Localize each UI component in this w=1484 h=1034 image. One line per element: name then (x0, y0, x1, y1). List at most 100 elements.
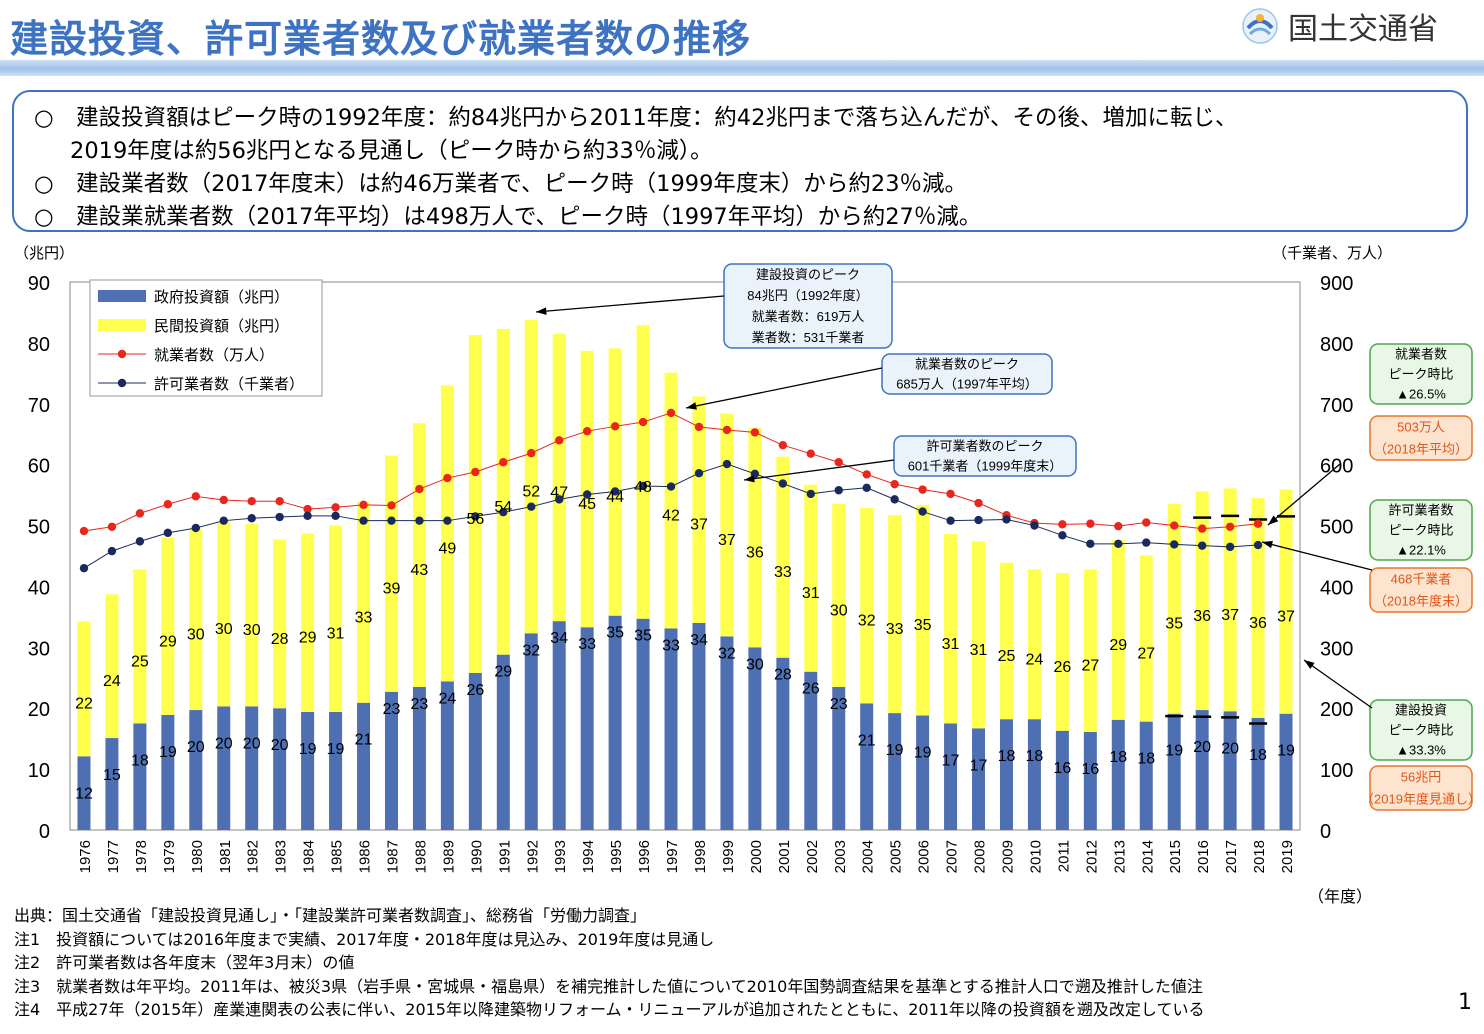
x-tick-label: 2003 (832, 840, 849, 873)
bar-private (1139, 555, 1153, 722)
arrow-peak-licensed (743, 459, 895, 481)
label-government: 24 (438, 690, 456, 707)
legend: 政府投資額（兆円） 民間投資額（兆円） 就業者数（万人） 許可業者数（千業者） (89, 279, 323, 397)
bar-government (552, 621, 566, 830)
point-workers (1114, 521, 1123, 531)
bar-private (860, 507, 874, 704)
bar-government (804, 671, 818, 830)
bar-government (832, 686, 846, 830)
x-tick-label: 2009 (999, 840, 1016, 873)
bar-government (329, 711, 343, 830)
point-licensed (638, 481, 648, 491)
mlit-emblem-icon (1242, 8, 1278, 44)
bar-private (161, 537, 175, 715)
callout-side-licensed-value-text: （2018年度末） (1374, 594, 1468, 609)
bar-government (580, 627, 594, 830)
label-government: 20 (1221, 740, 1239, 757)
summary-box: ○ 建設投資額はピーク時の1992年度：約84兆円から2011年度：約42兆円ま… (12, 90, 1468, 232)
arrow-side-invest (1303, 659, 1373, 709)
point-workers (275, 497, 284, 506)
label-private: 42 (662, 508, 680, 525)
bar-private (133, 569, 147, 724)
bar-government (496, 654, 510, 830)
callout-side-licensed-box (1369, 499, 1473, 561)
x-tick-label: 2018 (1251, 840, 1268, 873)
label-private: 32 (858, 613, 876, 630)
label-government: 23 (411, 696, 429, 713)
right-tick-label: 500 (1320, 517, 1353, 539)
right-tick-label: 100 (1320, 760, 1353, 782)
point-workers (862, 470, 871, 479)
right-tick-label: 200 (1320, 699, 1353, 721)
page-number: 1 (1458, 990, 1472, 1015)
bar-government (860, 703, 874, 830)
point-workers (555, 436, 564, 445)
point-licensed (275, 512, 284, 522)
bar-government (608, 615, 622, 830)
label-private: 47 (550, 484, 568, 501)
bar-government (1139, 721, 1153, 830)
label-government: 20 (243, 735, 261, 752)
x-tick-label: 2016 (1195, 840, 1212, 873)
label-private: 37 (1277, 609, 1295, 626)
bar-private (105, 594, 119, 739)
point-workers (191, 492, 200, 501)
left-tick-label: 90 (28, 273, 50, 295)
x-tick-label: 2014 (1139, 840, 1156, 873)
callout-side-workers-text: ピーク時比 (1388, 367, 1453, 382)
point-licensed (387, 516, 396, 525)
point-licensed (499, 507, 508, 517)
point-licensed (107, 546, 117, 556)
callout-peak-invest-text: 建設投資のピーク (756, 267, 860, 282)
label-private: 33 (774, 564, 792, 581)
right-tick-label: 400 (1320, 577, 1353, 599)
bar-private (580, 350, 594, 628)
point-licensed (135, 537, 145, 546)
point-workers (582, 426, 592, 436)
point-workers (666, 408, 676, 418)
annotations: 建設投資のピーク 84兆円（1992年度） 就業者数：619万人業者数：531千業者… (535, 263, 1481, 811)
point-licensed (666, 482, 676, 491)
point-licensed (582, 490, 592, 499)
arrow-side-licensed (1261, 541, 1373, 571)
point-workers (1170, 521, 1179, 530)
left-axis-unit: （兆円） (14, 245, 74, 262)
x-tick-label: 1986 (357, 840, 374, 873)
legend-marker (117, 349, 127, 359)
bar-private (720, 413, 734, 637)
callout-side-invest-text: ピーク時比 (1388, 723, 1453, 738)
callout-peak-workers-box (881, 353, 1053, 395)
chart-area: 12 22 15 24 18 25 19 29 20 30 20 30 20 30 20 28 19 29 19 31… (0, 240, 1484, 910)
point-workers (163, 500, 173, 509)
label-private: 39 (383, 581, 401, 598)
label-private: 31 (942, 636, 960, 653)
callout-side-invest-value-text: 56兆円 (1401, 770, 1441, 785)
point-licensed (974, 515, 983, 525)
point-licensed (890, 495, 899, 504)
point-workers (79, 526, 89, 536)
point-licensed (359, 516, 368, 525)
label-government: 18 (1249, 747, 1267, 764)
x-tick-label: 1987 (384, 840, 401, 873)
label-private: 36 (746, 545, 764, 562)
label-government: 26 (802, 681, 820, 698)
label-government: 28 (774, 667, 792, 684)
x-tick-label: 1979 (161, 840, 178, 873)
note-line: 出典：国土交通省「建設投資見通し」・「建設業許可業者数調査」、総務省「労働力調査… (14, 906, 647, 925)
bar-government (944, 723, 958, 830)
notes: 出典：国土交通省「建設投資見通し」・「建設業許可業者数調査」、総務省「労働力調査… (14, 904, 1204, 1022)
x-tick-label: 2000 (748, 840, 765, 873)
point-licensed (1225, 542, 1235, 552)
bar-private (77, 621, 91, 757)
label-government: 19 (886, 742, 904, 759)
bar-private (944, 534, 958, 724)
bar-government (1055, 730, 1069, 830)
callout-side-workers-value-text: （2018年平均） (1374, 442, 1468, 457)
label-government: 20 (215, 735, 233, 752)
bar-government (664, 628, 678, 830)
label-government: 20 (271, 737, 289, 754)
label-private: 29 (159, 633, 177, 650)
label-private: 30 (243, 622, 261, 639)
left-tick-label: 30 (28, 638, 50, 660)
label-government: 19 (1277, 743, 1295, 760)
